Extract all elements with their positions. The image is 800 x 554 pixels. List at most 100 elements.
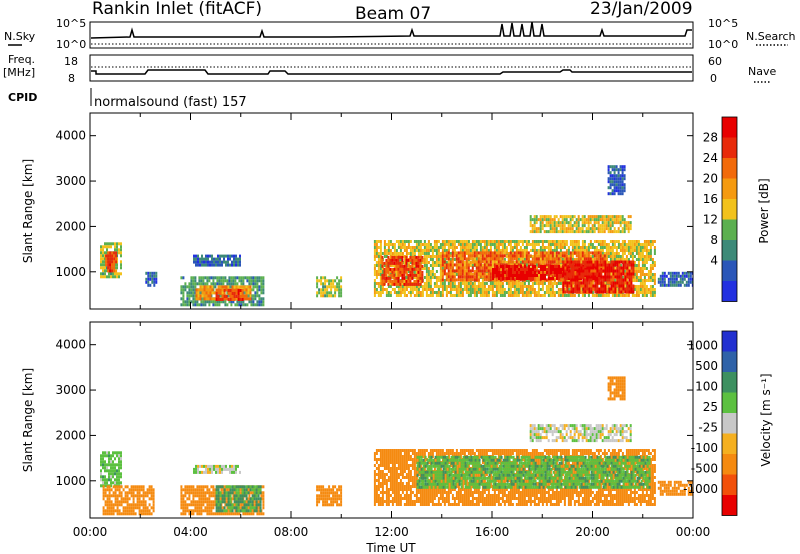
heatmap-cell bbox=[531, 249, 534, 252]
heatmap-cell bbox=[385, 255, 388, 258]
heatmap-cell bbox=[413, 261, 416, 265]
heatmap-cell bbox=[451, 243, 454, 246]
heatmap-cell bbox=[639, 252, 642, 255]
heatmap-cell bbox=[593, 257, 596, 261]
heatmap-cell bbox=[188, 297, 191, 301]
heatmap-cell bbox=[533, 257, 536, 261]
heatmap-cell bbox=[635, 276, 638, 279]
heatmap-cell bbox=[673, 280, 676, 284]
heatmap-cell bbox=[413, 294, 416, 297]
heatmap-cell bbox=[491, 288, 494, 291]
heatmap-cell bbox=[433, 285, 436, 288]
heatmap-cell bbox=[489, 269, 492, 273]
heatmap-cell bbox=[409, 270, 412, 274]
heatmap-cell bbox=[465, 270, 468, 273]
heatmap-cell bbox=[594, 263, 597, 267]
heatmap-cell bbox=[588, 281, 591, 285]
heatmap-cell bbox=[565, 227, 568, 231]
heatmap-cell bbox=[469, 291, 472, 294]
heatmap-cell bbox=[618, 260, 621, 264]
heatmap-cell bbox=[578, 275, 581, 279]
heatmap-cell bbox=[559, 252, 562, 255]
heatmap-cell bbox=[511, 254, 514, 258]
heatmap-cell bbox=[641, 252, 644, 255]
heatmap-cell bbox=[240, 303, 243, 307]
heatmap-cell bbox=[262, 288, 265, 292]
heatmap-cell bbox=[527, 240, 530, 243]
heatmap-cell bbox=[475, 240, 478, 243]
heatmap-cell bbox=[507, 263, 510, 267]
heatmap-cell bbox=[417, 285, 420, 288]
heatmap-cell bbox=[447, 251, 450, 255]
heatmap-cell bbox=[453, 288, 456, 291]
heatmap-cell bbox=[604, 260, 607, 264]
freq-label-2: [MHz] bbox=[3, 66, 35, 79]
heatmap-cell bbox=[649, 273, 652, 276]
heatmap-cell bbox=[592, 287, 595, 291]
heatmap-cell bbox=[443, 279, 446, 282]
heatmap-cell bbox=[532, 271, 534, 274]
heatmap-cell bbox=[649, 294, 652, 297]
heatmap-cell bbox=[393, 258, 396, 262]
heatmap-cell bbox=[411, 267, 414, 271]
heatmap-cell bbox=[649, 240, 652, 243]
heatmap-cell bbox=[109, 263, 112, 267]
heatmap-cell bbox=[405, 270, 408, 274]
heatmap-cell bbox=[505, 261, 508, 264]
heatmap-cell bbox=[593, 246, 596, 249]
heatmap-cell bbox=[237, 263, 239, 267]
heatmap-cell bbox=[607, 168, 610, 172]
heatmap-cell bbox=[537, 260, 540, 264]
heatmap-cell bbox=[615, 168, 618, 172]
heatmap-cell bbox=[619, 255, 622, 258]
heatmap-cell bbox=[622, 269, 625, 273]
heatmap-cell bbox=[567, 255, 570, 258]
heatmap-cell bbox=[405, 240, 408, 243]
heatmap-cell bbox=[487, 288, 490, 291]
heatmap-cell bbox=[573, 294, 576, 297]
heatmap-cell bbox=[551, 221, 554, 225]
heatmap-cell bbox=[316, 285, 319, 289]
heatmap-cell bbox=[511, 257, 514, 261]
heatmap-cell bbox=[559, 260, 562, 264]
heatmap-cell bbox=[208, 276, 211, 280]
heatmap-cell bbox=[613, 186, 616, 190]
heatmap-cell bbox=[573, 240, 576, 243]
heatmap-cell bbox=[562, 290, 565, 294]
heatmap-cell bbox=[574, 287, 577, 291]
heatmap-cell bbox=[383, 240, 386, 243]
heatmap-cell bbox=[685, 283, 688, 287]
heatmap-cell bbox=[611, 243, 614, 246]
heatmap-cell bbox=[505, 240, 508, 243]
heatmap-cell bbox=[225, 263, 227, 267]
heatmap-cell bbox=[589, 230, 592, 234]
heatmap-cell bbox=[227, 257, 229, 261]
heatmap-cell bbox=[588, 278, 591, 282]
heatmap-cell bbox=[375, 240, 378, 243]
heatmap-cell bbox=[459, 285, 462, 288]
heatmap-cell bbox=[614, 290, 617, 294]
heatmap-cell bbox=[609, 273, 612, 276]
colorbar-segment bbox=[722, 199, 737, 220]
heatmap-cell bbox=[467, 246, 470, 249]
heatmap-cell bbox=[471, 246, 474, 249]
heatmap-cell bbox=[383, 249, 386, 252]
heatmap-cell bbox=[685, 274, 688, 278]
heatmap-cell bbox=[509, 294, 512, 297]
heatmap-cell bbox=[602, 275, 605, 279]
heatmap-cell bbox=[207, 254, 209, 258]
heatmap-cell bbox=[433, 282, 436, 285]
heatmap-cell bbox=[557, 282, 560, 285]
heatmap-cell bbox=[671, 274, 674, 278]
heatmap-cell bbox=[465, 251, 468, 255]
heatmap-cell bbox=[421, 270, 424, 274]
heatmap-cell bbox=[485, 275, 488, 279]
heatmap-cell bbox=[379, 273, 382, 276]
heatmap-cell bbox=[469, 246, 472, 249]
heatmap-cell bbox=[409, 294, 412, 297]
heatmap-cell bbox=[567, 224, 570, 228]
heatmap-cell bbox=[381, 267, 384, 270]
heatmap-cell bbox=[604, 263, 607, 267]
heatmap-cell bbox=[397, 276, 400, 280]
